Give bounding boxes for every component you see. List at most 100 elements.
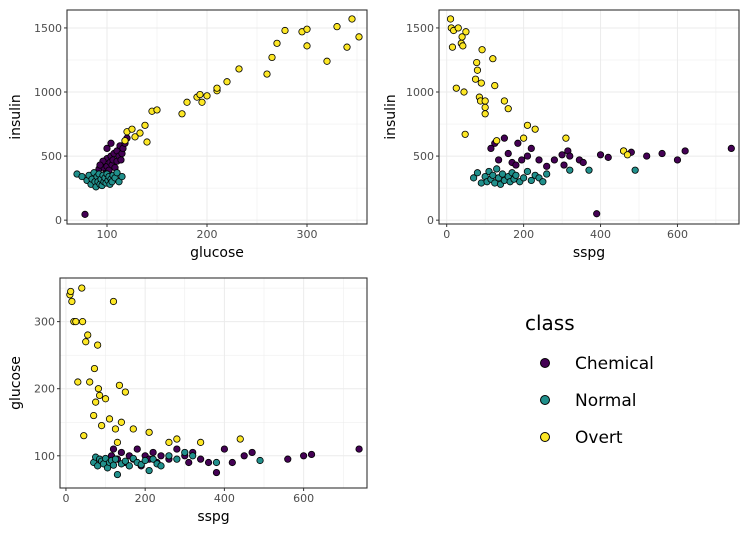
data-point-overt <box>446 15 455 23</box>
x-tick-label: 600 <box>667 228 688 241</box>
x-axis-title: sspg <box>197 509 229 525</box>
legend-title: class <box>525 311 575 335</box>
data-point-chemical <box>240 452 248 460</box>
data-point-chemical <box>579 158 587 167</box>
panel-ticks: 0 200 400 600 0 500 1000 1500 <box>406 22 688 241</box>
data-point-normal <box>181 448 189 457</box>
data-point-chemical <box>284 455 292 463</box>
data-point-overt <box>481 110 489 118</box>
data-point-overt <box>121 137 129 145</box>
data-point-chemical <box>81 210 89 218</box>
data-point-chemical <box>133 445 141 453</box>
data-point-overt <box>78 318 87 326</box>
data-point-normal <box>145 466 153 475</box>
data-point-overt <box>223 78 231 86</box>
data-point-normal <box>256 456 264 465</box>
data-point-normal <box>543 170 551 178</box>
data-point-overt <box>523 121 532 129</box>
data-point-overt <box>196 90 204 99</box>
y-axis-title: insulin <box>383 94 399 140</box>
data-point-normal <box>470 174 478 182</box>
data-point-normal <box>121 457 129 465</box>
panel-border <box>438 9 740 225</box>
data-point-chemical <box>518 156 526 164</box>
data-point-overt <box>141 121 149 129</box>
panel-gridlines <box>439 10 739 224</box>
data-point-overt <box>473 58 481 67</box>
data-point-overt <box>121 388 129 396</box>
data-point-overt <box>481 97 489 105</box>
data-point-overt <box>128 125 136 133</box>
y-tick-label: 0 <box>427 214 434 227</box>
data-point-overt <box>452 84 460 92</box>
data-point-overt <box>117 418 126 426</box>
data-point-overt <box>101 395 110 403</box>
data-point-overt <box>489 55 497 63</box>
data-point-chemical <box>558 151 566 159</box>
data-point-chemical <box>527 144 535 152</box>
data-point-overt <box>115 381 124 389</box>
panel-points <box>73 15 363 218</box>
data-point-chemical <box>504 149 512 158</box>
data-point-overt <box>67 287 75 296</box>
panel-ticks: 0 200 400 600 100 200 300 <box>34 316 314 505</box>
y-tick-label: 1000 <box>34 86 62 99</box>
data-point-chemical <box>727 144 735 152</box>
data-point-overt <box>165 438 173 446</box>
data-point-normal <box>118 172 126 181</box>
data-point-overt <box>273 39 281 47</box>
data-point-overt <box>281 26 289 35</box>
data-point-overt <box>473 66 482 74</box>
data-point-overt <box>461 130 469 138</box>
panel-points <box>446 15 735 218</box>
data-point-normal <box>189 452 197 460</box>
x-tick-label: 400 <box>214 492 235 505</box>
data-point-normal <box>157 462 165 470</box>
data-point-overt <box>105 415 114 423</box>
data-point-overt <box>355 33 363 41</box>
data-point-chemical <box>204 458 213 467</box>
data-point-chemical <box>96 161 104 169</box>
data-point-overt <box>198 98 206 106</box>
data-point-chemical <box>220 445 228 453</box>
data-point-overt <box>477 79 485 87</box>
x-tick-label: 300 <box>297 228 318 241</box>
data-point-normal <box>631 166 639 174</box>
data-point-chemical <box>596 151 605 159</box>
data-point-chemical <box>117 448 126 457</box>
data-point-overt <box>462 28 470 36</box>
y-tick-label: 200 <box>34 383 55 396</box>
data-point-overt <box>623 151 632 159</box>
y-axis-title: insulin <box>8 94 24 140</box>
data-point-normal <box>149 455 157 463</box>
legend: class Chemical Normal Overt <box>525 311 654 448</box>
data-point-normal <box>527 176 535 185</box>
data-point-chemical <box>300 452 308 460</box>
data-point-normal <box>212 458 221 467</box>
data-point-overt <box>303 25 311 33</box>
data-point-overt <box>183 98 191 106</box>
x-tick-label: 0 <box>62 492 69 505</box>
data-point-chemical <box>212 468 221 477</box>
data-point-normal <box>109 461 118 469</box>
data-point-overt <box>68 297 76 306</box>
data-point-chemical <box>512 161 520 169</box>
data-point-overt <box>458 33 466 41</box>
data-point-overt <box>96 391 104 400</box>
y-tick-label: 300 <box>34 316 55 329</box>
data-point-chemical <box>593 210 601 218</box>
y-tick-label: 0 <box>55 214 62 227</box>
data-point-overt <box>323 57 331 65</box>
data-point-overt <box>481 103 489 111</box>
data-point-overt <box>145 428 153 436</box>
data-point-overt <box>178 110 186 118</box>
data-point-overt <box>303 42 311 50</box>
data-point-overt <box>143 138 151 146</box>
data-point-chemical <box>550 156 558 164</box>
data-point-overt <box>333 23 341 31</box>
data-point-overt <box>197 438 205 446</box>
x-tick-label: 400 <box>590 228 611 241</box>
y-tick-label: 1500 <box>34 22 62 35</box>
data-point-chemical <box>173 445 181 453</box>
x-axis-title: glucose <box>190 245 244 261</box>
